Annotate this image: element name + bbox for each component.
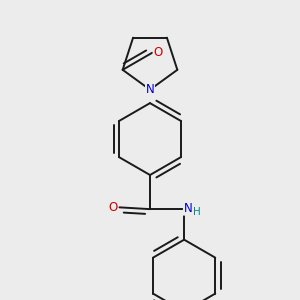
Text: H: H [194,207,201,217]
Text: O: O [108,201,117,214]
Text: O: O [153,46,163,59]
Text: N: N [146,83,154,96]
Text: N: N [184,202,192,215]
